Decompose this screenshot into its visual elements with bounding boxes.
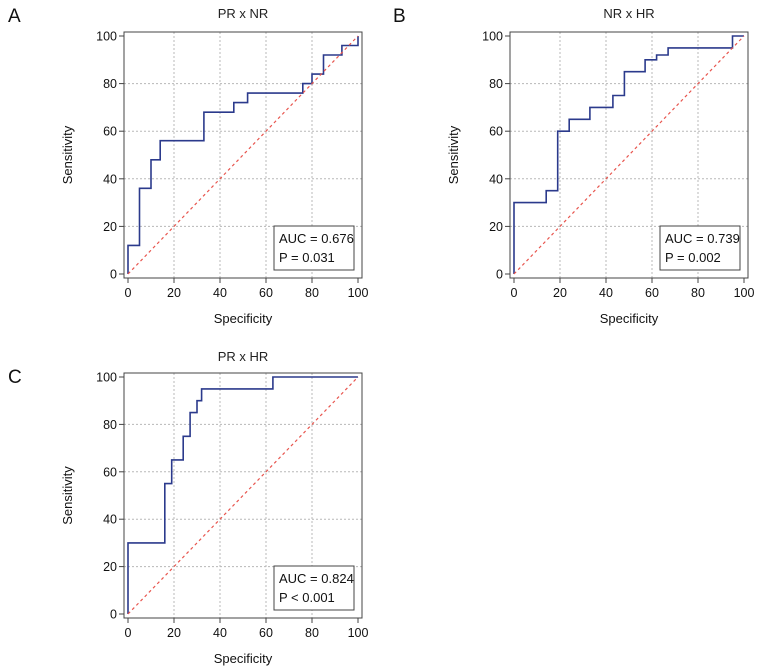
y-tick-label: 60 [489,125,503,139]
p-value: P < 0.001 [279,590,335,605]
x-axis-label: Specificity [600,311,659,326]
plot-frame [123,31,363,279]
y-tick-label: 60 [103,125,117,139]
panel-letter: B [393,6,406,27]
x-tick-label: 60 [259,626,273,640]
x-tick-label: 0 [511,286,518,300]
y-tick-label: 0 [496,268,503,282]
y-tick-label: 40 [489,172,503,186]
p-value: P = 0.031 [279,250,335,265]
chart-panel-a: A PR x NR 0 20 40 60 80 100 0 20 40 60 80 100 Specific… [8,6,368,326]
y-axis-label: Sensitivity [60,125,75,184]
reference-diagonal-line [127,35,359,275]
stats-box [273,225,355,271]
roc-curve-line [513,35,744,274]
auc-value: AUC = 0.676 [279,231,354,246]
chart-title: NR x HR [603,6,654,21]
x-tick-label: 40 [213,626,227,640]
y-axis-label: Sensitivity [60,466,75,525]
chart-panel-b: B NR x HR 0 20 40 60 80 100 0 20 40 60 80 100 Specific… [393,6,754,326]
y-tick-label: 60 [103,465,117,479]
roc-curve-line [127,36,359,274]
plot-frame [509,31,749,279]
y-tick-label: 100 [96,371,117,385]
x-tick-label: 100 [348,286,369,300]
panel-letter: C [8,367,22,388]
x-tick-label: 20 [553,286,567,300]
y-tick-label: 80 [103,418,117,432]
x-tick-label: 20 [167,286,181,300]
y-tick-label: 40 [103,172,117,186]
y-tick-label: 80 [103,77,117,91]
y-tick-label: 20 [489,220,503,234]
y-tick-label: 40 [103,513,117,527]
stats-box [659,225,741,271]
x-tick-label: 80 [305,286,319,300]
y-tick-label: 100 [482,30,503,44]
chart-panel-c: C PR x HR 0 20 40 60 80 100 0 20 40 60 80 100 Specific… [8,349,368,666]
x-tick-label: 20 [167,626,181,640]
x-tick-label: 80 [691,286,705,300]
x-tick-label: 0 [125,286,132,300]
x-tick-label: 100 [734,286,755,300]
chart-title: PR x NR [218,6,269,21]
y-tick-label: 0 [110,608,117,622]
y-tick-label: 80 [489,77,503,91]
roc-curve-line [127,376,358,614]
x-tick-label: 40 [213,286,227,300]
y-tick-label: 20 [103,220,117,234]
panel-letter: A [8,6,21,27]
chart-title: PR x HR [218,349,269,364]
x-axis-label: Specificity [214,651,273,666]
plot-frame [123,372,363,619]
y-tick-label: 20 [103,560,117,574]
y-tick-label: 0 [110,268,117,282]
p-value: P = 0.002 [665,250,721,265]
auc-value: AUC = 0.824 [279,571,354,586]
y-tick-label: 100 [96,30,117,44]
x-tick-label: 0 [125,626,132,640]
x-tick-label: 60 [259,286,273,300]
reference-diagonal-line [127,376,359,615]
stats-box [273,565,355,611]
x-tick-label: 40 [599,286,613,300]
x-tick-label: 60 [645,286,659,300]
reference-diagonal-line [513,35,745,275]
x-tick-label: 100 [348,626,369,640]
auc-value: AUC = 0.739 [665,231,740,246]
y-axis-label: Sensitivity [446,125,461,184]
x-tick-label: 80 [305,626,319,640]
x-axis-label: Specificity [214,311,273,326]
